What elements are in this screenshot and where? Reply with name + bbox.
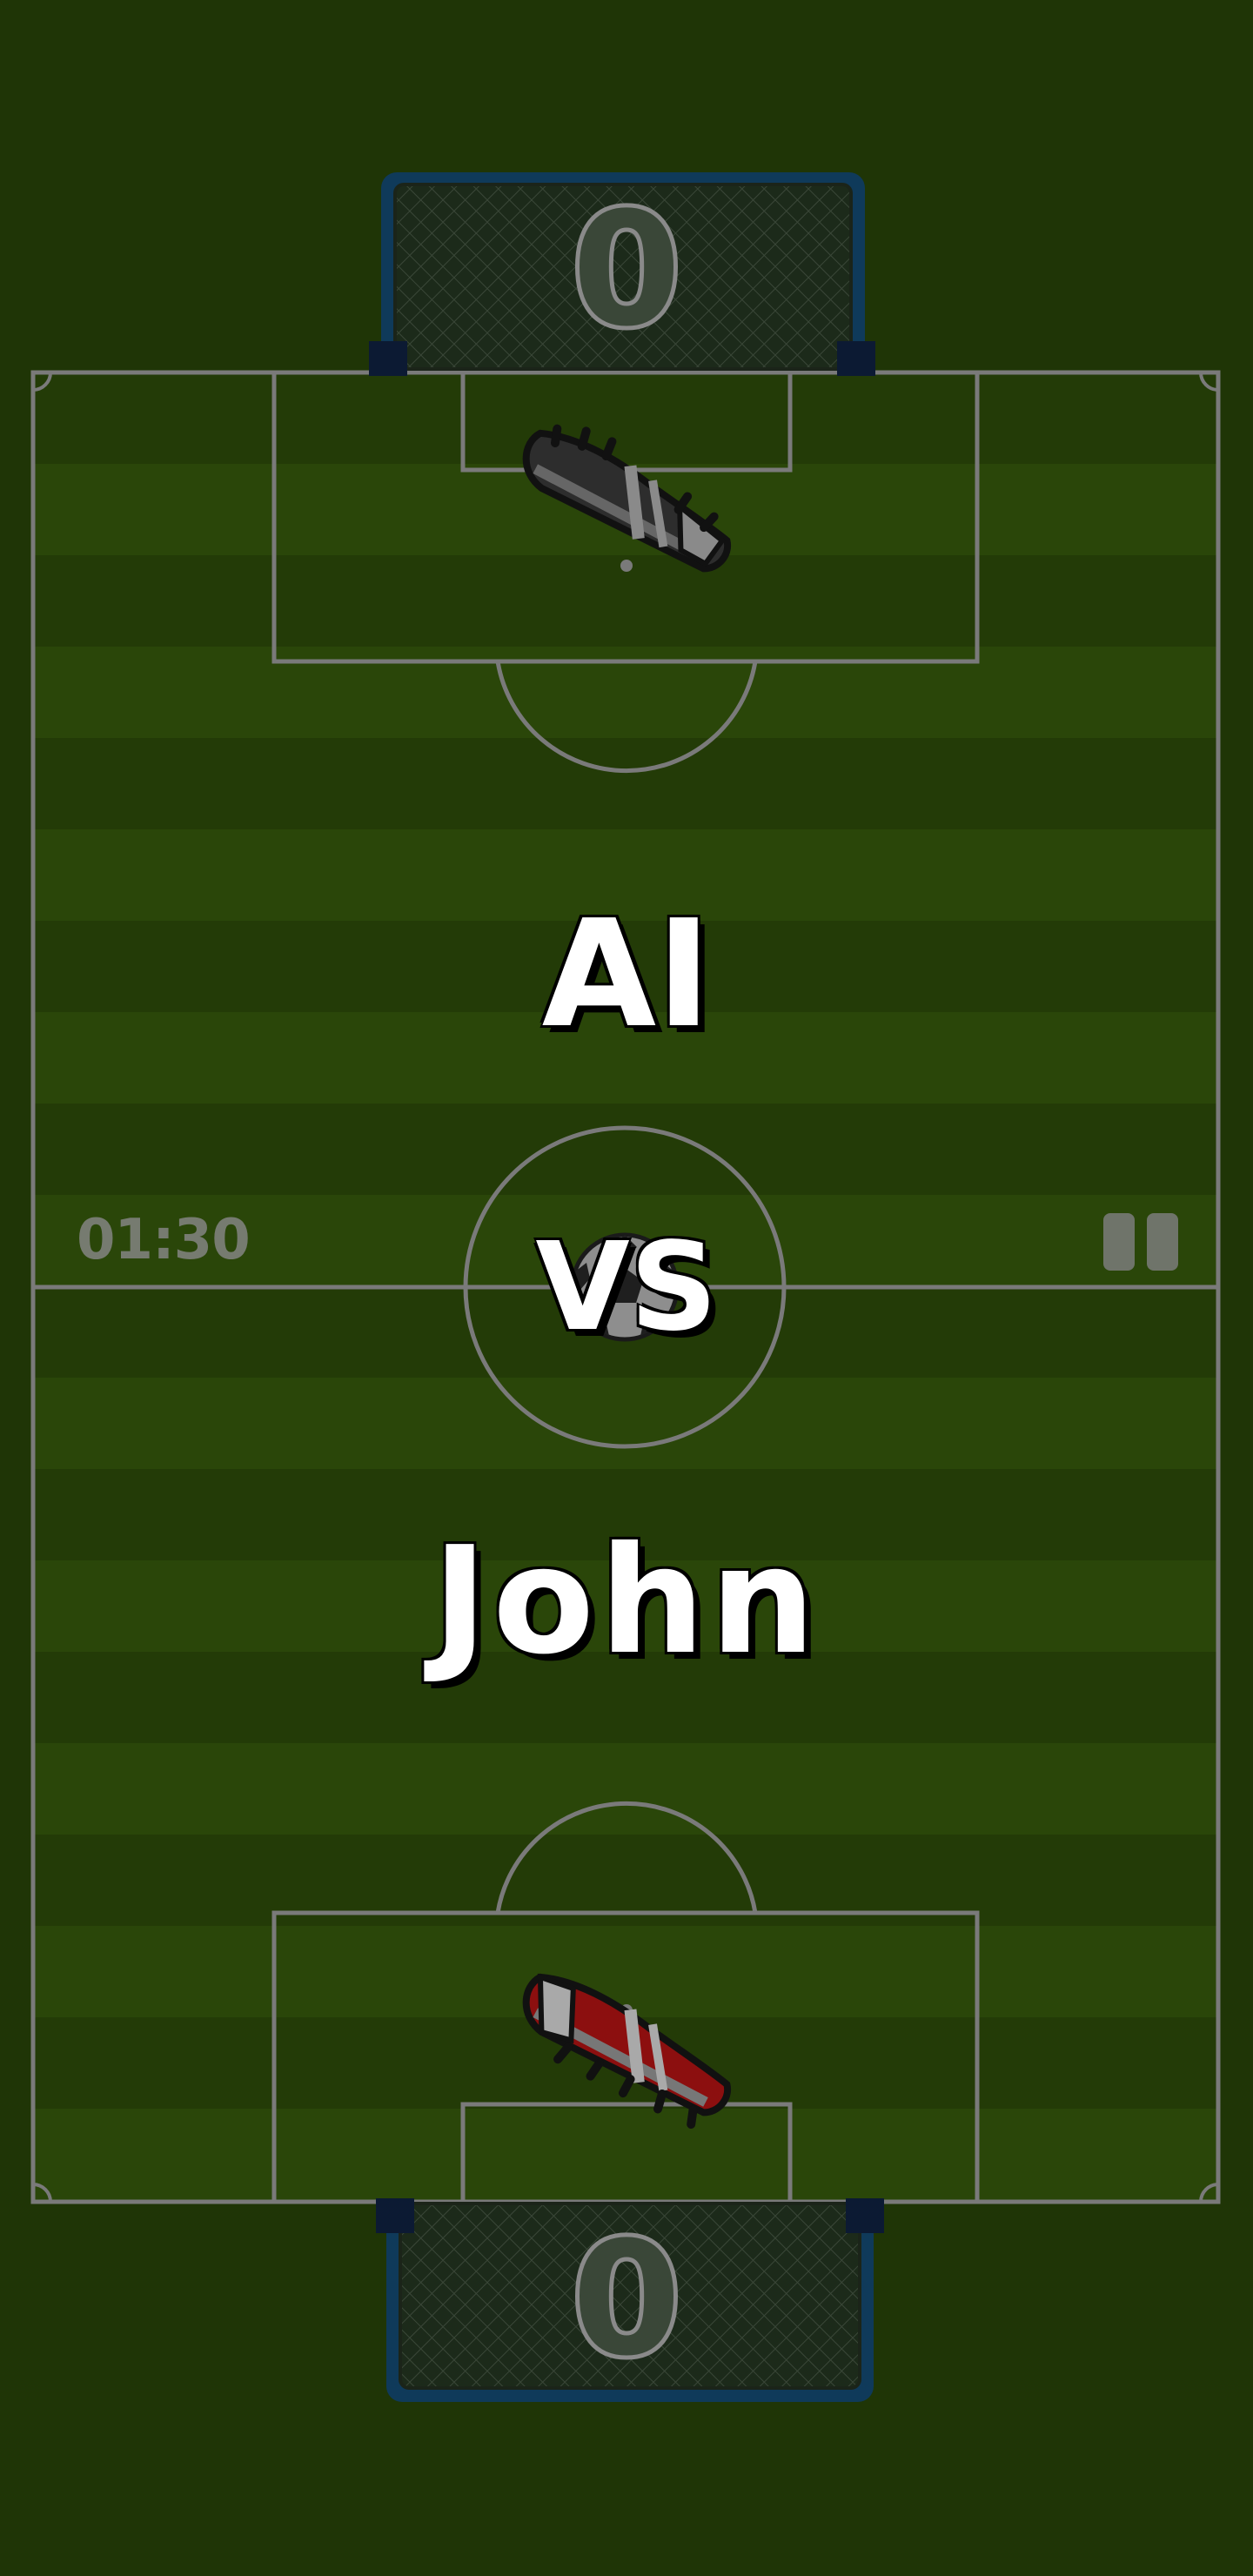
corner-arc-top-right bbox=[1199, 372, 1219, 392]
score-top: 0 bbox=[572, 179, 680, 361]
penalty-spot-top bbox=[620, 560, 633, 572]
corner-arc-top-left bbox=[32, 372, 52, 392]
pitch-stripe bbox=[33, 1012, 1218, 1104]
match-timer: 01:30 bbox=[77, 1208, 251, 1272]
pitch-stripe bbox=[33, 1560, 1218, 1652]
corner-arc-bottom-right bbox=[1199, 2183, 1219, 2203]
pitch-stripe bbox=[33, 372, 1218, 464]
center-circle bbox=[463, 1125, 787, 1449]
pitch-stripe bbox=[33, 1469, 1218, 1560]
bottom-player-name: John bbox=[432, 1515, 821, 1687]
pitch-stripe bbox=[33, 2109, 1218, 2200]
pause-button[interactable] bbox=[1103, 1213, 1182, 1271]
penalty-arc-top bbox=[495, 661, 758, 774]
black-boot-icon[interactable] bbox=[511, 413, 749, 574]
red-boot-icon[interactable] bbox=[505, 1969, 744, 2132]
pitch-stripe bbox=[33, 1743, 1218, 1835]
goal-bottom bbox=[376, 2198, 884, 2402]
top-player-name: AI bbox=[541, 889, 712, 1061]
pitch-stripe bbox=[33, 738, 1218, 829]
pitch-stripes bbox=[33, 372, 1218, 2202]
penalty-arc-bottom bbox=[495, 1801, 758, 1914]
pitch-stripe bbox=[33, 1652, 1218, 1743]
pause-icon bbox=[1103, 1213, 1182, 1271]
goal-top bbox=[369, 172, 875, 376]
pitch-stripe bbox=[33, 921, 1218, 1012]
versus-label: VS bbox=[535, 1217, 718, 1358]
pitch-stripe bbox=[33, 1378, 1218, 1469]
corner-arc-bottom-left bbox=[32, 2183, 52, 2203]
soccer-ball-icon[interactable] bbox=[570, 1232, 680, 1342]
score-bottom: 0 bbox=[572, 2209, 680, 2391]
pitch-stripe bbox=[33, 1104, 1218, 1195]
pitch-stripe bbox=[33, 1926, 1218, 2017]
pitch-stripe bbox=[33, 829, 1218, 921]
